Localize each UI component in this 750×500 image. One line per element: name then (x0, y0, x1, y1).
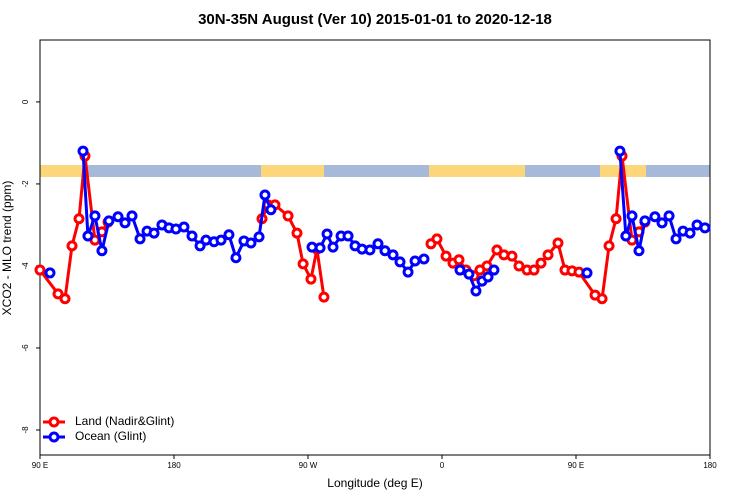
data-point (89, 210, 101, 222)
y-tick-label: -6 (21, 344, 30, 352)
chart-title: 30N-35N August (Ver 10) 2015-01-01 to 20… (198, 11, 552, 28)
data-point (379, 245, 391, 257)
data-point (314, 242, 326, 254)
data-point (259, 189, 271, 201)
legend-marker (48, 416, 60, 428)
data-point (699, 222, 711, 234)
data-point (402, 266, 414, 278)
legend-label: Land (Nadir&Glint) (75, 414, 174, 428)
data-point (639, 215, 651, 227)
data-point (491, 244, 503, 256)
data-point (528, 264, 540, 276)
data-point (126, 210, 138, 222)
data-point (610, 213, 622, 225)
data-point (291, 227, 303, 239)
data-point (663, 210, 675, 222)
series-line (430, 155, 647, 302)
data-point (230, 252, 242, 264)
data-point (513, 260, 525, 272)
data-point (52, 288, 64, 300)
y-tick-label: -8 (21, 426, 30, 434)
data-point (305, 273, 317, 285)
data-point (342, 230, 354, 242)
x-tick-label: 180 (703, 461, 717, 470)
data-point (82, 230, 94, 242)
data-point (581, 267, 593, 279)
x-tick-label: 90 E (32, 461, 48, 470)
data-point (44, 267, 56, 279)
data-point (112, 211, 124, 223)
data-point (463, 268, 475, 280)
data-point (656, 217, 668, 229)
data-point (73, 213, 85, 225)
y-tick-label: -4 (21, 262, 30, 270)
legend-marker (48, 431, 60, 443)
land-mask-strip (40, 165, 710, 177)
data-point (282, 210, 294, 222)
x-tick-label: 0 (440, 461, 445, 470)
x-axis-label: Longitude (deg E) (327, 476, 422, 490)
data-point (596, 293, 608, 305)
data-point (77, 145, 89, 157)
legend-label: Ocean (Glint) (75, 429, 146, 443)
data-point (178, 221, 190, 233)
y-axis-label: XCO2 - MLO trend (ppm) (0, 181, 14, 316)
data-point (633, 245, 645, 257)
data-point (418, 253, 430, 265)
x-tick-label: 180 (167, 461, 181, 470)
data-point (470, 285, 482, 297)
data-point (364, 244, 376, 256)
data-point (535, 257, 547, 269)
data-point (482, 271, 494, 283)
data-point (253, 231, 265, 243)
data-point (506, 250, 518, 262)
data-point (542, 249, 554, 261)
y-tick-label: 0 (21, 99, 30, 104)
data-point (603, 240, 615, 252)
data-point (148, 227, 160, 239)
x-tick-label: 90 W (299, 461, 318, 470)
data-point (265, 204, 277, 216)
data-point (66, 240, 78, 252)
data-point (215, 234, 227, 246)
data-point (670, 233, 682, 245)
data-point (684, 227, 696, 239)
data-point (297, 258, 309, 270)
data-point (620, 230, 632, 242)
data-point (59, 293, 71, 305)
data-point (454, 264, 466, 276)
data-point (327, 241, 339, 253)
data-point (626, 210, 638, 222)
x-tick-label: 90 E (568, 461, 584, 470)
data-point (409, 255, 421, 267)
data-point (186, 230, 198, 242)
data-point (103, 215, 115, 227)
data-point (440, 250, 452, 262)
data-point (431, 233, 443, 245)
y-tick-label: -2 (21, 180, 30, 188)
data-point (134, 233, 146, 245)
data-point (649, 211, 661, 223)
data-point (223, 229, 235, 241)
data-point (321, 228, 333, 240)
data-point (372, 238, 384, 250)
plot-frame (39, 39, 711, 456)
data-point (552, 237, 564, 249)
data-point (394, 256, 406, 268)
data-point (245, 237, 257, 249)
data-point (318, 291, 330, 303)
data-point (119, 217, 131, 229)
data-point (453, 254, 465, 266)
data-point (488, 264, 500, 276)
data-point (387, 249, 399, 261)
data-point (614, 145, 626, 157)
data-point (34, 264, 46, 276)
data-point (96, 245, 108, 257)
